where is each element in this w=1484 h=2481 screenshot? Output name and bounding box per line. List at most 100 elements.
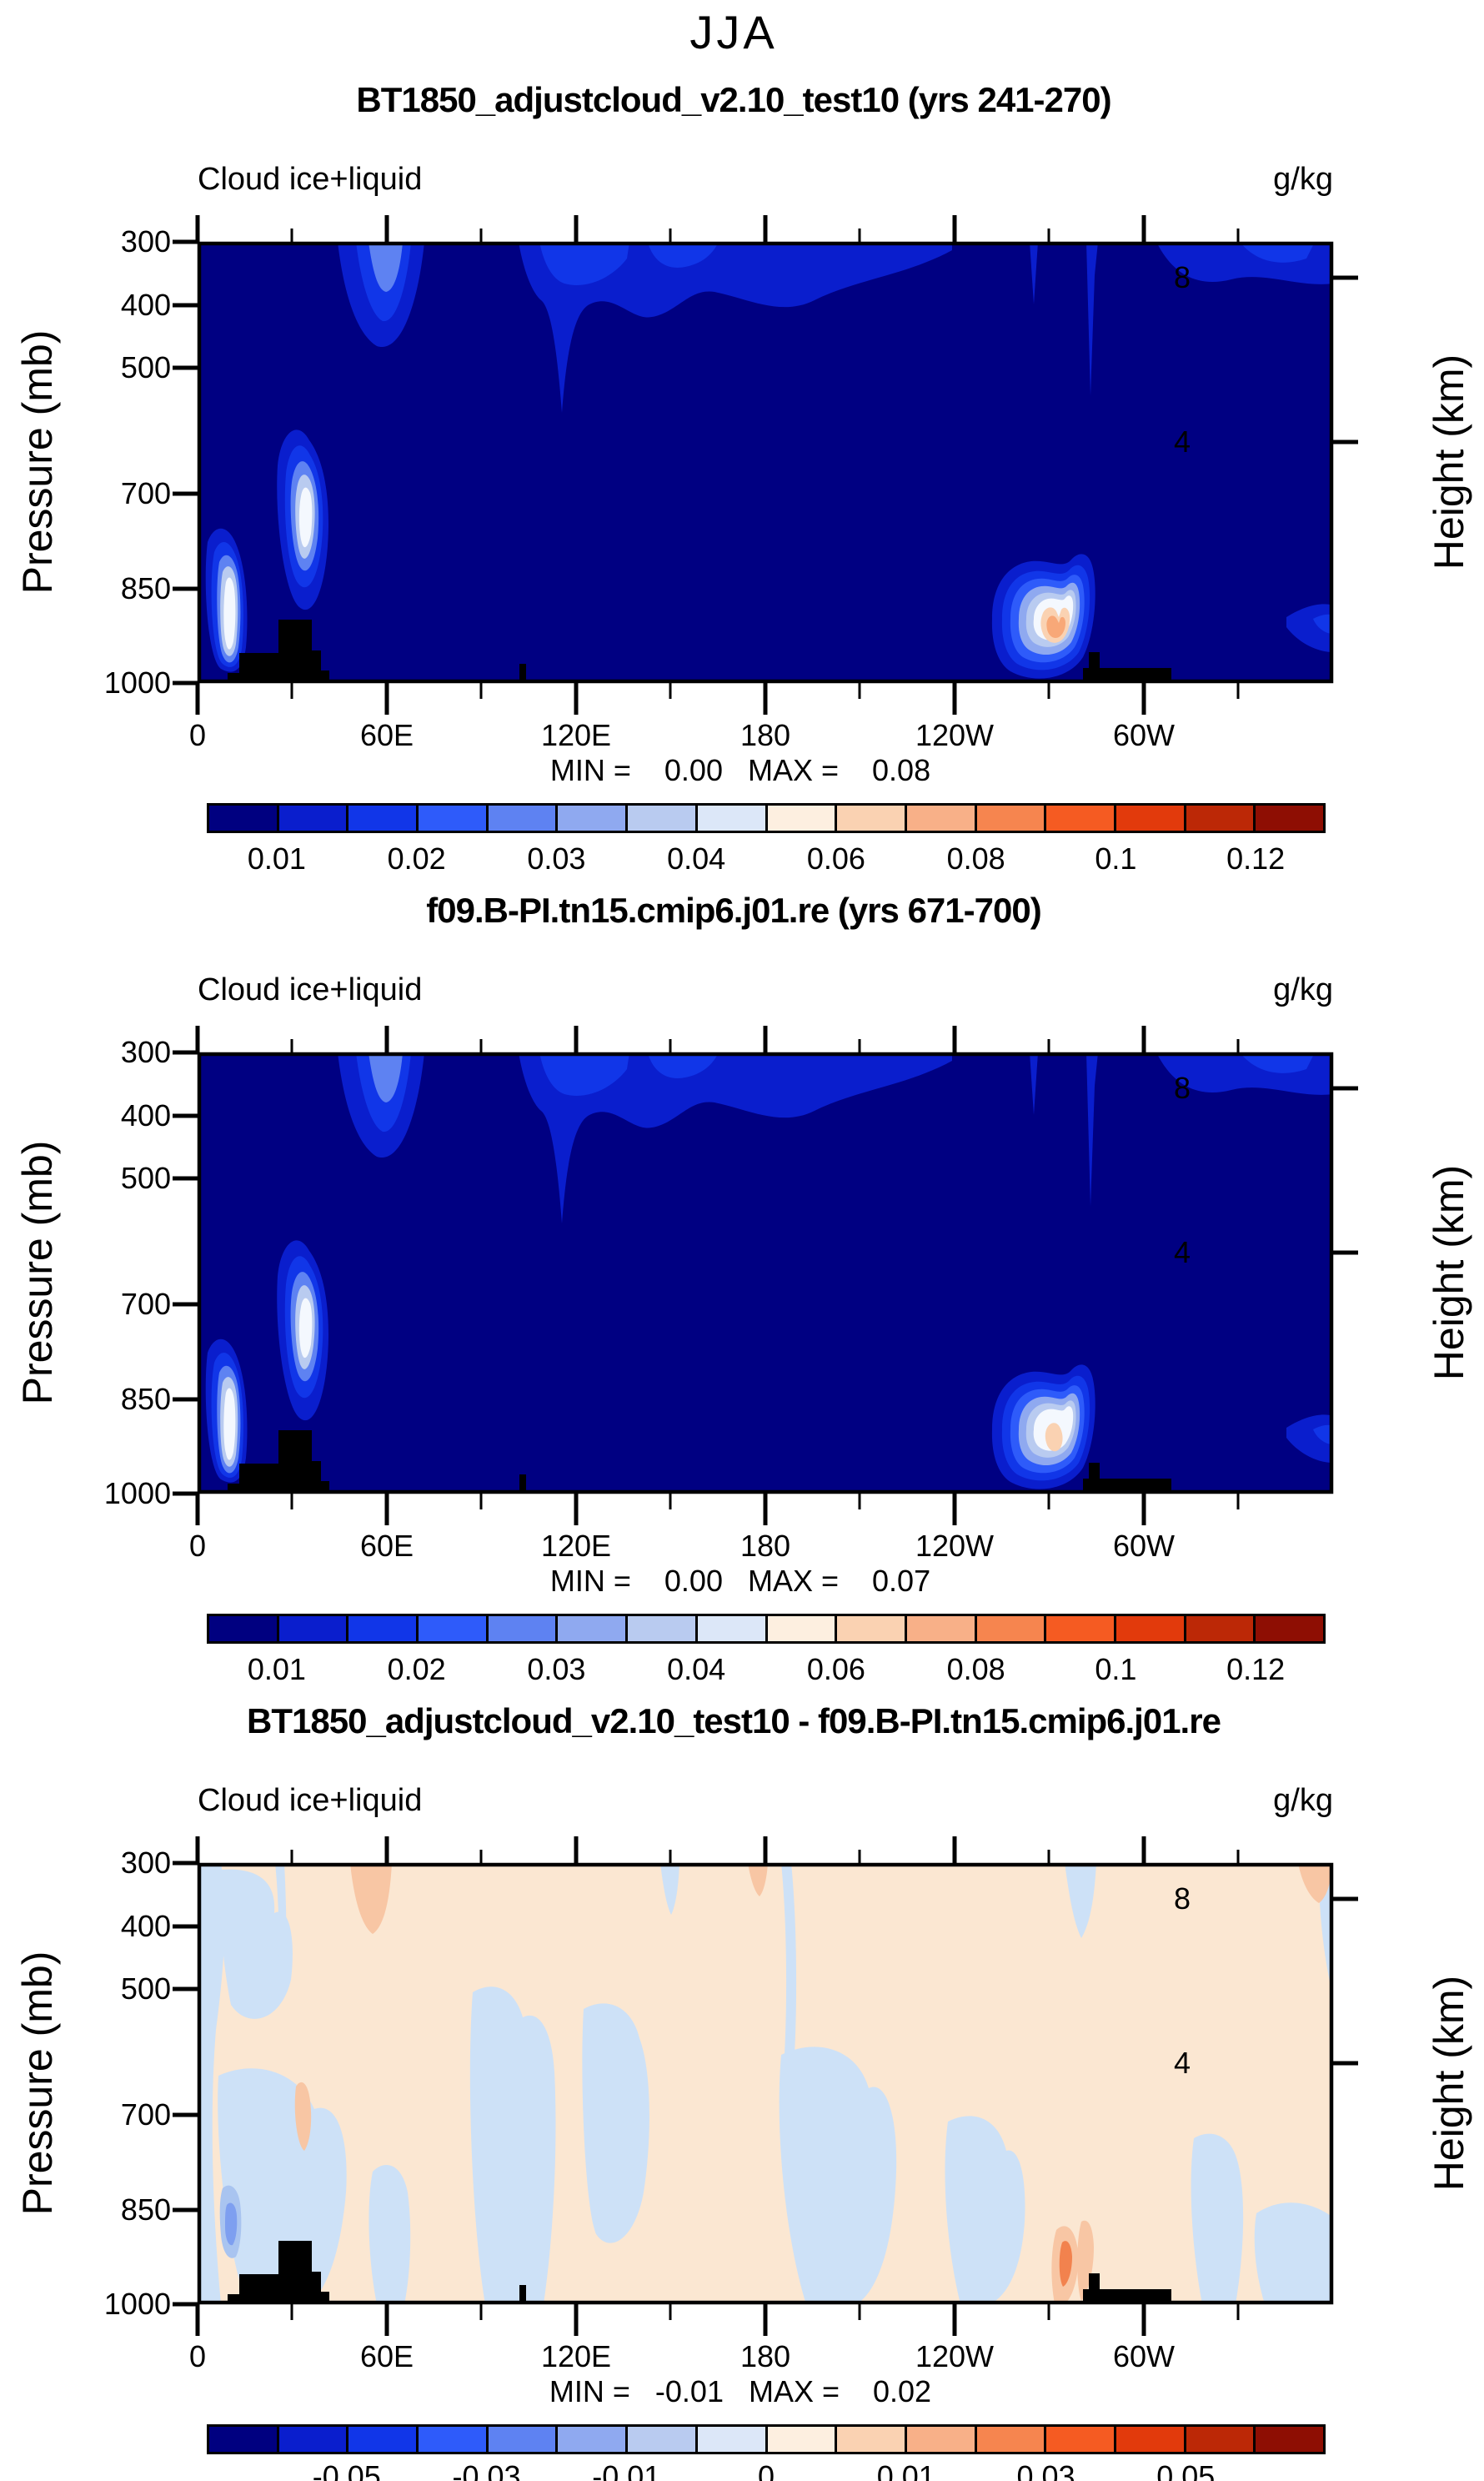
- panel3-variable-label: Cloud ice+liquid: [198, 1783, 423, 1818]
- colorbar-cell: [488, 2427, 559, 2452]
- p1-pressure-axis-title: Pressure (mb): [14, 329, 61, 595]
- colorbar-label: 0.04: [667, 1652, 726, 1686]
- colorbar-cell: [558, 1616, 629, 1641]
- p2-ylabel-300: 300: [120, 1035, 171, 1069]
- warm-core-peach: [1045, 1423, 1063, 1452]
- p1-ylabel-400: 400: [120, 288, 171, 322]
- colorbar-cell: [348, 806, 419, 831]
- colorbar-cell: [628, 806, 698, 831]
- colorbar-cell: [767, 806, 838, 831]
- colorbar-cell: [767, 1616, 838, 1641]
- p3-xlabel-120w: 120W: [915, 2339, 995, 2373]
- p3-xlabel-180: 180: [739, 2339, 791, 2373]
- p2-ylabel-400: 400: [120, 1098, 171, 1133]
- colorbar-cell: [278, 2427, 349, 2452]
- colorbar-label: 0.01: [247, 1652, 306, 1686]
- colorbar-cell: [1186, 1616, 1256, 1641]
- p3-pressure-axis-title: Pressure (mb): [14, 1951, 61, 2216]
- p1-ylabel-500: 500: [120, 350, 171, 384]
- p1-xlabel-0: 0: [188, 718, 207, 752]
- colorbar-cell: [1116, 1616, 1186, 1641]
- colorbar-label: 0.02: [387, 1652, 446, 1686]
- colorbar-cell: [348, 2427, 419, 2452]
- p3-y2label-4: 4: [1174, 2046, 1191, 2080]
- colorbar-cell: [1046, 1616, 1116, 1641]
- p1-y2label-8: 8: [1174, 260, 1191, 294]
- p1-colorbar: [207, 803, 1326, 833]
- colorbar-cell: [419, 2427, 489, 2452]
- colorbar-cell: [209, 1616, 279, 1641]
- p3-height-axis-title: Height (km): [1426, 1975, 1472, 2192]
- p3-colorbar: [207, 2424, 1326, 2454]
- colorbar-cell: [767, 2427, 838, 2452]
- colorbar-label: 0.03: [527, 841, 586, 876]
- colorbar-label: 0.04: [667, 841, 726, 876]
- p2-xlabel-120w: 120W: [915, 1529, 995, 1563]
- colorbar-cell: [209, 2427, 279, 2452]
- p2-ylabel-700: 700: [120, 1287, 171, 1321]
- colorbar-label: 0.12: [1226, 1652, 1286, 1686]
- p1-ylabel-850: 850: [120, 571, 171, 605]
- p2-height-axis-title: Height (km): [1426, 1164, 1472, 1381]
- p3-xlabel-60w: 60W: [1112, 2339, 1176, 2373]
- colorbar-cell: [628, 1616, 698, 1641]
- p2-xlabel-0: 0: [188, 1529, 207, 1563]
- colorbar-cell: [419, 806, 489, 831]
- colorbar-label: 0.01: [247, 841, 306, 876]
- colorbar-cell: [837, 1616, 907, 1641]
- p1-xlabel-120e: 120E: [540, 718, 612, 752]
- colorbar-label: 0.08: [946, 841, 1005, 876]
- colorbar-cell: [1186, 806, 1256, 831]
- colorbar-label: 0.02: [387, 841, 446, 876]
- colorbar-cell: [976, 806, 1047, 831]
- colorbar-label: 0.06: [806, 1652, 865, 1686]
- p2-colorbar-labels: 0.01 0.02 0.03 0.04 0.06 0.08 0.1 0.12: [207, 1652, 1326, 1689]
- colorbar-cell: [488, 1616, 559, 1641]
- colorbar-label: -0.03: [452, 2459, 521, 2481]
- colorbar-cell: [697, 1616, 768, 1641]
- colorbar-label: 0.05: [1156, 2459, 1216, 2481]
- colorbar-label: 0.03: [1016, 2459, 1075, 2481]
- p2-ylabel-850: 850: [120, 1382, 171, 1416]
- colorbar-cell: [278, 1616, 349, 1641]
- p2-pressure-axis-title: Pressure (mb): [14, 1140, 61, 1405]
- panel2-variable-label: Cloud ice+liquid: [198, 972, 423, 1007]
- colorbar-cell: [348, 1616, 419, 1641]
- colorbar-cell: [1116, 2427, 1186, 2452]
- p2-xlabel-120e: 120E: [540, 1529, 612, 1563]
- colorbar-cell: [1256, 1616, 1323, 1641]
- colorbar-label: 0.08: [946, 1652, 1005, 1686]
- colorbar-label: 0.03: [527, 1652, 586, 1686]
- p1-height-axis-title: Height (km): [1426, 354, 1472, 570]
- colorbar-cell: [697, 806, 768, 831]
- p1-xlabel-120w: 120W: [915, 718, 995, 752]
- panel2-units-label: g/kg: [1273, 972, 1333, 1007]
- p1-minmax-annotation: MIN = 0.00 MAX = 0.08: [549, 753, 931, 787]
- plot-frame: [197, 241, 1334, 684]
- figure-title: JJA: [689, 6, 778, 58]
- p3-y2label-8: 8: [1174, 1881, 1191, 1916]
- colorbar-cell: [906, 2427, 977, 2452]
- p3-xlabel-120e: 120E: [540, 2339, 612, 2373]
- panel1-contour-plot: [156, 204, 1375, 721]
- p2-ylabel-500: 500: [120, 1161, 171, 1195]
- p2-xlabel-60w: 60W: [1112, 1529, 1176, 1563]
- colorbar-cell: [837, 806, 907, 831]
- p1-ylabel-700: 700: [120, 476, 171, 510]
- p2-y2label-4: 4: [1174, 1235, 1191, 1269]
- p2-colorbar: [207, 1614, 1326, 1644]
- p1-xlabel-60w: 60W: [1112, 718, 1176, 752]
- colorbar-cell: [1116, 806, 1186, 831]
- plot-frame: [197, 1052, 1334, 1494]
- panel3-units-label: g/kg: [1273, 1783, 1333, 1818]
- colorbar-cell: [1256, 2427, 1323, 2452]
- p3-ylabel-850: 850: [120, 2192, 171, 2227]
- p2-minmax-annotation: MIN = 0.00 MAX = 0.07: [549, 1564, 931, 1598]
- p2-xlabel-180: 180: [739, 1529, 791, 1563]
- p1-y2label-4: 4: [1174, 424, 1191, 459]
- colorbar-cell: [488, 806, 559, 831]
- colorbar-cell: [558, 2427, 629, 2452]
- colorbar-cell: [209, 806, 279, 831]
- panel1-units-label: g/kg: [1273, 162, 1333, 197]
